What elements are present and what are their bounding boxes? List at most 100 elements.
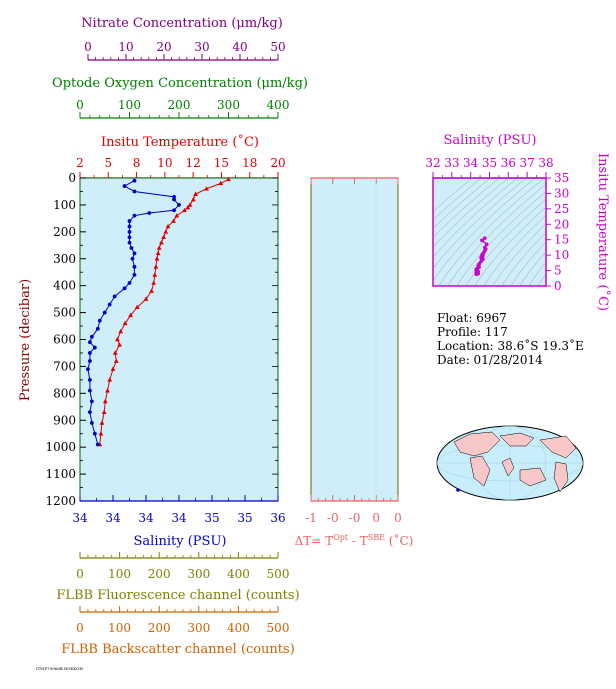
temperature-point xyxy=(118,328,124,334)
salinity-point xyxy=(122,184,127,188)
delta-t-label-sup2: SBE xyxy=(368,533,385,542)
salinity-point xyxy=(89,421,94,425)
pressure-tick-label: 300 xyxy=(53,252,76,266)
temperature-point xyxy=(113,358,119,363)
pressure-tick-label: 100 xyxy=(53,198,76,212)
pressure-tick-label: 1000 xyxy=(45,440,76,454)
salinity-point xyxy=(102,310,107,315)
ts-temp-tick-label: 20 xyxy=(554,217,569,231)
tick-label: 0 xyxy=(76,567,84,581)
tick-label: 300 xyxy=(187,621,210,635)
temperature-point xyxy=(149,288,154,293)
tick-label: 34 xyxy=(72,511,88,525)
tick-label: 400 xyxy=(267,98,290,112)
salinity-point xyxy=(147,211,152,215)
salinity-point xyxy=(88,388,92,393)
oxygen-axis-label: Optode Oxygen Concentration (μm/kg) xyxy=(52,76,308,91)
temperature-point xyxy=(115,336,120,342)
temperature-point xyxy=(102,398,108,404)
ts-temp-tick-label: 15 xyxy=(554,233,569,247)
ts-salinity-axis-label: Salinity (PSU) xyxy=(444,133,537,148)
salinity-point xyxy=(132,189,137,194)
float-location-marker xyxy=(456,488,460,492)
pressure-tick-label: 600 xyxy=(53,333,76,347)
tick-label: 35 xyxy=(482,156,497,170)
tick-label: 40 xyxy=(232,40,247,54)
tick-label: 10 xyxy=(118,40,133,54)
salinity-point xyxy=(122,286,127,291)
tick-label: 200 xyxy=(148,621,171,635)
salinity-point xyxy=(172,194,176,199)
delta-t-label-main: ΔT= T xyxy=(295,534,334,548)
temperature-point xyxy=(182,207,187,213)
tick-label: 20 xyxy=(270,156,285,170)
temperature-point xyxy=(218,180,224,186)
tick-label: 37 xyxy=(520,156,535,170)
salinity-point xyxy=(132,178,137,183)
temperature-point xyxy=(156,245,162,250)
ts-temperature-axis-label: Insitu Temperature (˚C) xyxy=(595,153,611,311)
temperature-point xyxy=(190,196,196,202)
pressure-tick-label: 500 xyxy=(53,306,76,320)
tick-label: 0 xyxy=(372,511,380,525)
pressure-tick-label: 800 xyxy=(53,386,76,400)
float-id: Float: 6967 xyxy=(437,311,507,325)
delta-t-label-sup1: Opt xyxy=(333,533,349,542)
temperature-point xyxy=(171,218,176,223)
location: Location: 38.6˚S 19.3˚E xyxy=(437,338,584,353)
fluorescence-axis: 0 100 200 300 400 500 xyxy=(76,552,289,581)
temperature-point xyxy=(187,202,193,207)
salinity-point xyxy=(127,281,132,285)
tick-label: 10 xyxy=(157,156,172,170)
tick-label: 400 xyxy=(227,567,250,581)
ts-temp-tick-label: 10 xyxy=(554,248,569,262)
temperature-point xyxy=(204,186,209,191)
temperature-point xyxy=(153,264,159,269)
ts-point xyxy=(479,259,483,264)
tick-label: 8 xyxy=(133,156,141,170)
salinity-point xyxy=(89,334,94,339)
salinity-point xyxy=(132,264,137,269)
salinity-point xyxy=(172,208,176,213)
temperature-point xyxy=(128,312,133,318)
tick-label: 100 xyxy=(108,567,131,581)
nitrate-axis: 0 10 20 30 40 50 xyxy=(84,40,286,61)
tick-label: 100 xyxy=(118,98,141,112)
delta-t-axis-label: ΔT= TOpt - TSBE (˚C) xyxy=(295,533,414,548)
salinity-axis-label: Salinity (PSU) xyxy=(134,534,227,549)
tick-label: 0 xyxy=(394,511,402,525)
ts-temp-tick-label: 5 xyxy=(554,264,562,278)
temperature-point xyxy=(99,420,105,425)
temperature-point xyxy=(185,205,191,210)
tick-label: 33 xyxy=(444,156,459,170)
tick-label: 36 xyxy=(501,156,516,170)
temperature-point xyxy=(101,409,107,414)
temperature-point xyxy=(154,256,160,261)
temperature-point xyxy=(159,240,164,245)
pressure-tick-label: 200 xyxy=(53,225,76,239)
backscatter-axis-label: FLBB Backscatter channel (counts) xyxy=(61,642,295,657)
tick-label: 34 xyxy=(105,511,121,525)
tick-label: -0 xyxy=(349,511,361,525)
temperature-point xyxy=(152,272,158,277)
temperature-point xyxy=(112,350,118,355)
temperature-point xyxy=(193,191,198,196)
tick-label: 34 xyxy=(463,156,479,170)
tick-label: 18 xyxy=(242,156,257,170)
temperature-point xyxy=(98,431,104,436)
pressure-axis-label: Pressure (decibar) xyxy=(18,279,33,401)
tick-label: -1 xyxy=(305,511,317,525)
salinity-point xyxy=(127,224,132,229)
temperature-point xyxy=(122,320,128,326)
ts-temp-tick-label: 0 xyxy=(554,279,562,293)
tick-label: 38 xyxy=(538,156,553,170)
tick-label: 50 xyxy=(270,40,285,54)
salinity-point xyxy=(132,213,137,218)
pressure-tick-label: 900 xyxy=(53,413,76,427)
temperature-point xyxy=(161,234,166,240)
salinity-point xyxy=(88,359,92,363)
salinity-point xyxy=(95,326,100,331)
salinity-point xyxy=(88,410,92,415)
ts-temp-tick-label: 30 xyxy=(554,186,569,200)
